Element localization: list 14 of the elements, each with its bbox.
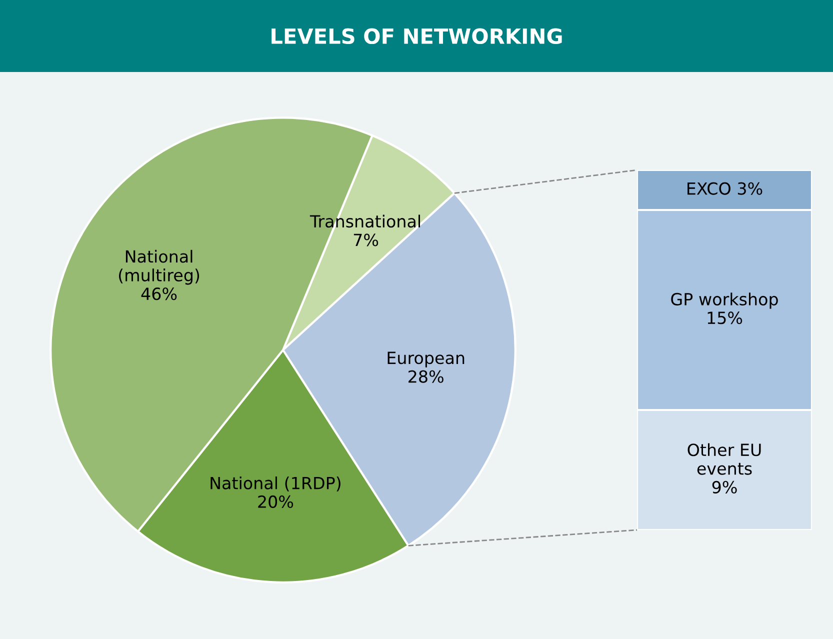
slice-label: Transnational <box>310 214 420 228</box>
data-label: 20% <box>258 495 294 508</box>
data-label: 46% <box>141 288 177 300</box>
data-label: 9% <box>712 480 737 494</box>
series-label: Other EU events <box>688 443 761 475</box>
slice-label: National (multireg) <box>119 250 200 285</box>
slice-label: National (1RDP) <box>210 476 340 492</box>
data-label: 15% <box>708 312 742 324</box>
slice-label: European <box>388 352 464 368</box>
data-label: 7% <box>354 234 378 246</box>
data-label: 28% <box>408 370 444 383</box>
series-label: GP workshop <box>671 292 778 309</box>
text: EXCO 3% <box>688 182 762 195</box>
chart-title: LEVELS OF NETWORKING <box>272 28 562 44</box>
